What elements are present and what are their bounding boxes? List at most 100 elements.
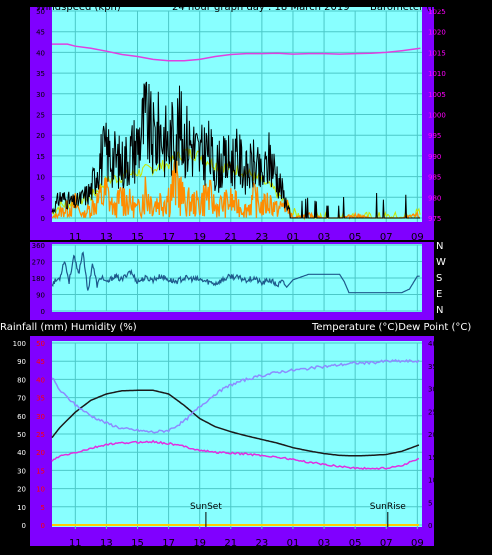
top-x-tick-label: 21 [224,232,237,243]
bottom-rain-tick-label: 20 [36,449,45,457]
top-x-tick-label: 19 [193,232,206,243]
bottom-rain-tick-label: 15 [36,467,45,475]
bottom-left-tick-label: 90 [17,358,26,366]
bottom-x-tick-label: 03 [318,538,331,549]
top-left-tick-label: 50 [36,8,45,16]
barometer-line [52,43,421,62]
top-right-tick-label: 985 [428,174,441,182]
mid-left-tick-label: 0 [41,308,45,316]
bottom-x-tick-label: 07 [380,538,393,549]
wind-gust-line [51,145,420,221]
sunset-label: SunSet [190,502,222,512]
bottom-chart-series [51,358,420,526]
bottom-right-tick-label: 5 [428,499,432,507]
mid-left-tick-label: 270 [32,259,45,267]
bottom-left-tick-label: 20 [17,486,26,494]
top-left-tick-label: 30 [36,91,45,99]
top-left-tick-label: 15 [36,153,45,161]
top-left-tick-label: 5 [41,194,45,202]
bottom-left-tick-label: 10 [17,504,26,512]
bottom-left-tick-label: 0 [22,522,26,530]
bottom-rain-tick-label: 35 [36,395,45,403]
top-left-tick-label: 35 [36,70,45,78]
axis-tick-labels: 11 13 15 17 19 21 23 01 03 05 07 090510152025303540… [13,8,446,549]
wind-direction-line [51,251,420,294]
top-x-tick-label: 03 [318,232,331,243]
top-x-tick-label: 15 [131,232,144,243]
mid-chart-series [51,251,420,294]
top-right-tick-label: 995 [428,132,441,140]
compass-label-n-bottom: N [436,305,443,316]
top-x-tick-label: 09 [411,232,424,243]
top-left-tick-label: 0 [41,215,45,223]
top-x-tick-label: 01 [287,232,300,243]
bottom-x-tick-label: 21 [224,538,237,549]
top-x-tick-label: 11 [69,232,82,243]
bottom-left-tick-label: 30 [17,467,26,475]
top-right-axis-title: Barometer (hpa) [370,2,453,13]
bottom-left-tick-label: 50 [17,431,26,439]
top-right-tick-label: 990 [428,153,441,161]
top-x-tick-label: 17 [162,232,175,243]
bottom-right-tick-label: 10 [428,477,437,485]
bottom-left-axis-title: Rainfall (mm) Humidity (%) [0,322,137,333]
mid-left-tick-label: 90 [36,292,45,300]
bottom-x-tick-label: 15 [131,538,144,549]
humidity-line [51,358,420,434]
top-chart-title: 24 hour graph day : 18 March 2019 [172,2,350,13]
top-right-tick-label: 1000 [428,112,446,120]
temperature-line [51,389,420,457]
bottom-right-tick-label: 0 [428,522,432,530]
bottom-rain-tick-label: 10 [36,486,45,494]
compass-label-e: E [436,289,442,300]
top-left-tick-label: 10 [36,174,45,182]
top-right-tick-label: 975 [428,215,441,223]
bottom-x-tick-label: 19 [193,538,206,549]
dewpoint-line [51,439,420,471]
top-left-tick-label: 40 [36,49,45,57]
top-left-tick-label: 25 [36,112,45,120]
bottom-x-tick-label: 11 [69,538,82,549]
bottom-right-axis-title: Temperature (°C)Dew Point (°C) [311,322,471,333]
sunrise-label: SunRise [370,502,407,512]
mid-left-tick-label: 360 [32,242,45,250]
top-x-tick-label: 05 [349,232,362,243]
top-left-axis-title: Windspeed (kph) [36,2,121,13]
bottom-right-tick-label: 40 [428,340,437,348]
top-x-tick-label: 07 [380,232,393,243]
bottom-left-tick-label: 40 [17,449,26,457]
top-chart-series [51,43,421,221]
top-right-tick-label: 1010 [428,70,446,78]
bottom-x-tick-label: 17 [162,538,175,549]
bottom-left-tick-label: 80 [17,376,26,384]
bottom-right-tick-label: 30 [428,386,437,394]
bottom-x-tick-label: 05 [349,538,362,549]
bottom-rain-tick-label: 0 [41,522,45,530]
bottom-right-tick-label: 25 [428,408,437,416]
top-x-tick-label: 23 [256,232,269,243]
bottom-x-tick-label: 23 [256,538,269,549]
top-right-tick-label: 1015 [428,49,446,57]
top-left-tick-label: 45 [36,29,45,37]
bottom-rain-tick-label: 40 [36,376,45,384]
bottom-rain-tick-label: 50 [36,340,45,348]
top-right-tick-label: 980 [428,194,441,202]
mid-chart-grid [52,244,422,312]
windspeed-line [51,81,421,219]
bottom-rain-tick-label: 5 [41,504,45,512]
bottom-left-tick-label: 70 [17,395,26,403]
compass-label-n-top: N [436,241,443,252]
compass-label-s: S [436,273,442,284]
bottom-rain-tick-label: 45 [36,358,45,366]
bottom-right-tick-label: 35 [428,363,437,371]
top-right-tick-label: 1025 [428,8,446,16]
top-left-tick-label: 20 [36,132,45,140]
bottom-chart-grid [52,342,422,529]
bottom-rain-tick-label: 25 [36,431,45,439]
bottom-x-tick-label: 01 [287,538,300,549]
bottom-left-tick-label: 60 [17,413,26,421]
bottom-right-tick-label: 20 [428,431,437,439]
bottom-right-tick-label: 15 [428,454,437,462]
